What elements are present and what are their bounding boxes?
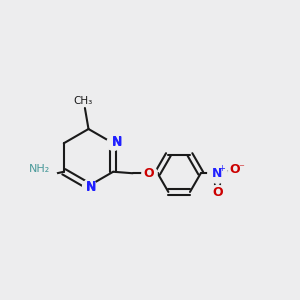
Text: N: N [112, 136, 122, 149]
Text: N: N [112, 135, 122, 148]
Text: CH₃: CH₃ [74, 95, 93, 106]
Text: N: N [212, 167, 223, 180]
Text: NH₂: NH₂ [29, 164, 50, 174]
Text: O: O [212, 186, 223, 199]
Text: ⁻: ⁻ [238, 163, 244, 173]
Text: O: O [144, 167, 154, 180]
Text: N: N [86, 181, 97, 194]
Text: O: O [229, 163, 240, 176]
Text: +: + [219, 164, 226, 173]
Text: N: N [86, 180, 97, 194]
